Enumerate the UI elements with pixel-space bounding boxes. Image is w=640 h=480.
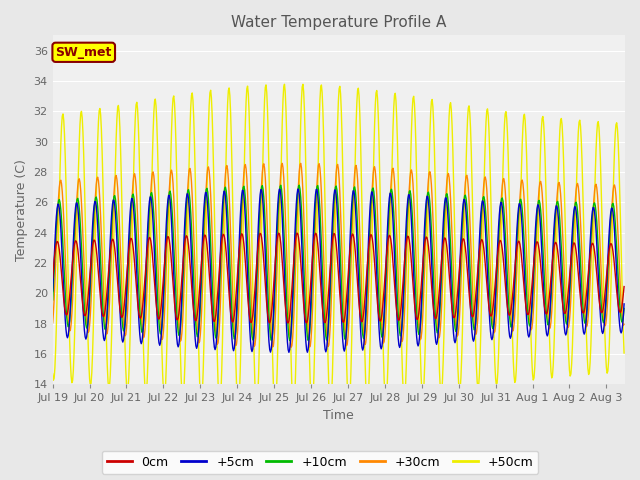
+50cm [534,262,541,267]
+5cm [368,189,376,195]
+50cm [380,352,387,358]
+5cm [66,317,74,323]
Line: +10cm: +10cm [52,185,624,340]
+5cm [173,335,180,340]
+50cm [418,388,426,394]
Line: +50cm: +50cm [52,84,624,411]
+30cm [287,344,295,350]
Line: +30cm: +30cm [52,163,624,347]
Y-axis label: Temperature (C): Temperature (C) [15,159,28,261]
0cm [534,240,541,245]
0cm [620,284,628,289]
+50cm [66,337,74,343]
Legend: 0cm, +5cm, +10cm, +30cm, +50cm: 0cm, +5cm, +10cm, +30cm, +50cm [102,451,538,474]
0cm [173,316,180,322]
+10cm [620,306,628,312]
+30cm [380,340,387,346]
+10cm [173,310,180,315]
+5cm [49,288,56,294]
0cm [368,232,376,238]
0cm [66,293,74,299]
+50cm [620,350,628,356]
+30cm [620,321,628,327]
+10cm [49,297,56,303]
0cm [49,275,56,281]
Line: +5cm: +5cm [52,189,624,352]
+5cm [418,291,426,297]
0cm [418,275,426,281]
0cm [284,320,292,326]
+50cm [289,408,297,414]
Title: Water Temperature Profile A: Water Temperature Profile A [231,15,447,30]
+30cm [368,200,376,206]
+5cm [380,324,387,330]
+30cm [418,329,426,335]
+30cm [297,160,305,166]
+10cm [286,337,294,343]
+10cm [380,327,387,333]
0cm [380,296,387,301]
+30cm [66,328,74,334]
+30cm [173,274,180,279]
+50cm [368,264,376,270]
Line: 0cm: 0cm [52,233,624,323]
+50cm [173,171,180,177]
+50cm [280,82,288,87]
Text: SW_met: SW_met [56,46,112,59]
+10cm [418,302,426,308]
+50cm [49,371,56,377]
0cm [293,230,301,236]
+5cm [534,202,541,208]
+10cm [368,192,376,198]
+10cm [296,182,303,188]
+10cm [534,203,541,209]
X-axis label: Time: Time [323,409,354,422]
+5cm [294,186,301,192]
+5cm [620,301,628,307]
+5cm [285,349,292,355]
+10cm [66,318,74,324]
+30cm [49,320,56,326]
+30cm [534,209,541,215]
